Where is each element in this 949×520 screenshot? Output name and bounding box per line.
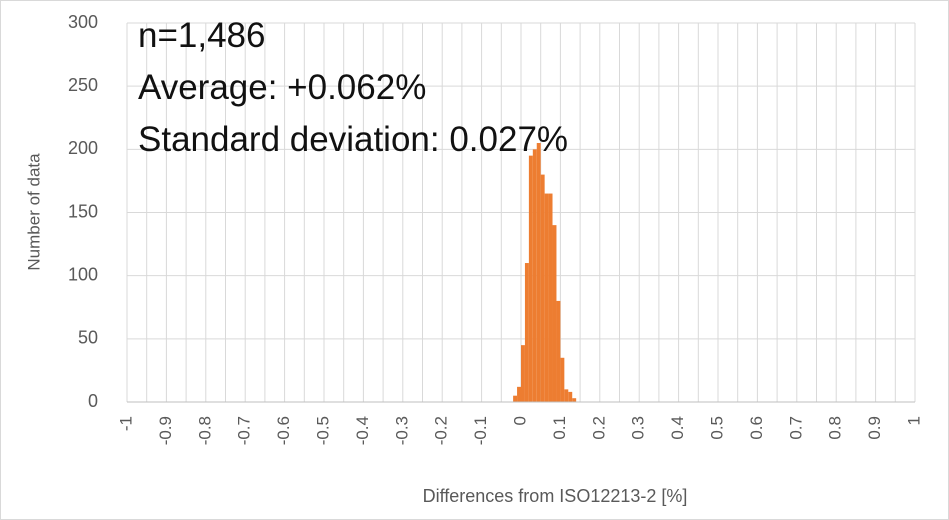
y-axis-label: Number of data: [24, 153, 43, 271]
y-tick-label: 300: [68, 12, 98, 32]
x-tick-label: -0.1: [471, 416, 490, 445]
y-tick-label: 0: [88, 391, 98, 411]
bar: [540, 174, 545, 402]
x-tick-label: 0: [510, 416, 529, 425]
annotation: Standard deviation: 0.027%: [138, 120, 568, 159]
x-axis-label: Differences from ISO12213-2 [%]: [423, 486, 688, 506]
x-tick-label: -0.2: [432, 416, 451, 445]
bar: [532, 149, 537, 402]
x-tick-label: -0.5: [313, 416, 332, 445]
x-tick-label: -0.7: [235, 416, 254, 445]
x-tick-label: -0.8: [195, 416, 214, 445]
bar: [513, 395, 518, 402]
annotation: Average: +0.062%: [138, 68, 426, 107]
bar: [544, 193, 549, 402]
bar: [528, 155, 533, 402]
x-tick-label: 0.9: [865, 416, 884, 440]
x-tick-label: 0.7: [786, 416, 805, 440]
bar: [552, 225, 557, 402]
x-tick-label: -0.3: [392, 416, 411, 445]
bar: [560, 357, 565, 402]
bar: [521, 345, 525, 402]
x-tick-label: 0.5: [707, 416, 726, 440]
x-tick-label: 0.1: [550, 416, 569, 440]
x-tick-label: -0.9: [156, 416, 175, 445]
bar: [517, 386, 521, 402]
y-tick-label: 50: [78, 328, 98, 348]
x-tick-label: -1: [116, 416, 135, 431]
y-tick-label: 200: [68, 138, 98, 158]
x-tick-label: -0.4: [353, 416, 372, 445]
bar: [564, 389, 569, 402]
y-tick-label: 150: [68, 201, 98, 221]
y-tick-label: 250: [68, 75, 98, 95]
bar: [572, 398, 577, 402]
annotation: n=1,486: [138, 16, 266, 55]
x-tick-label: 0.2: [589, 416, 608, 440]
x-tick-label: 0.3: [629, 416, 648, 440]
x-tick-label: 0.8: [826, 416, 845, 440]
bar: [536, 143, 541, 402]
x-tick-label: 1: [904, 416, 923, 425]
bar: [548, 193, 553, 402]
x-tick-label: 0.6: [747, 416, 766, 440]
x-tick-label: 0.4: [668, 416, 687, 440]
y-tick-label: 100: [68, 264, 98, 284]
bar: [556, 300, 561, 402]
bar: [524, 263, 529, 402]
x-tick-label: -0.6: [274, 416, 293, 445]
bar: [568, 391, 573, 402]
